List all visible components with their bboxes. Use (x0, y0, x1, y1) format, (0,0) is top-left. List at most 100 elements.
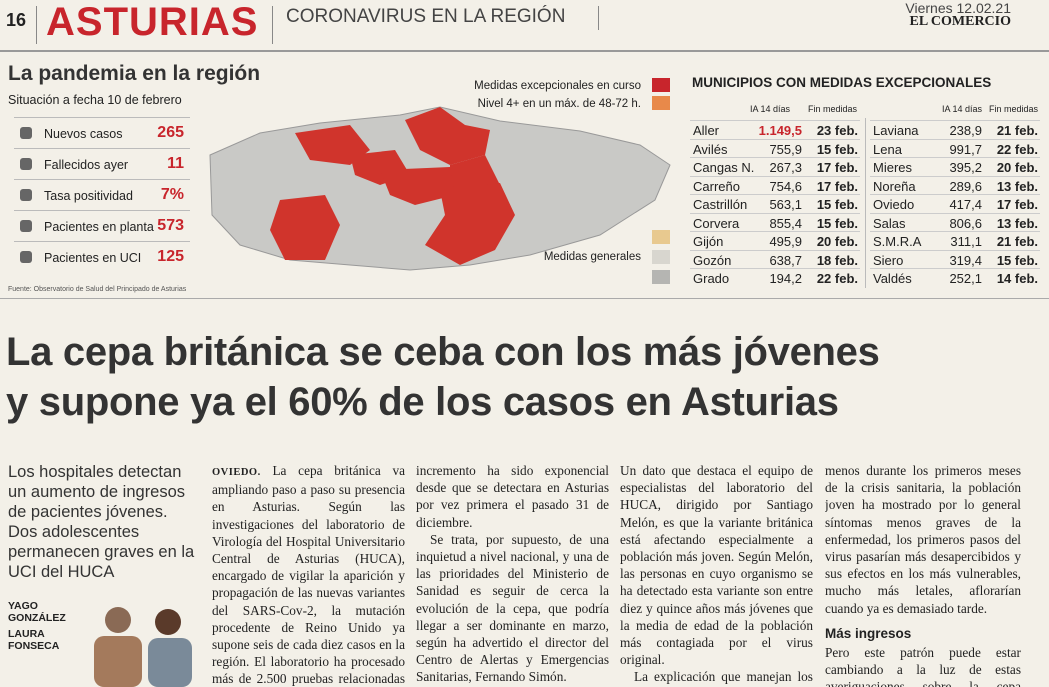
table-row: Noreña 289,6 13 feb. (870, 175, 1040, 195)
municipality: Gozón (693, 252, 732, 268)
topic: CORONAVIRUS EN LA REGIÓN (286, 6, 566, 27)
end-date: 14 feb. (996, 271, 1038, 286)
table-row: Cangas N. 267,3 17 feb. (690, 157, 860, 176)
incidence: 194,2 (769, 271, 802, 286)
stat-value: 7% (160, 186, 184, 203)
separator (36, 6, 37, 44)
separator (865, 118, 866, 288)
author-photos (94, 607, 192, 687)
municipality: Corvera (693, 215, 740, 231)
municipality: Lena (873, 141, 902, 157)
incidence: 267,3 (769, 160, 802, 175)
table-header: IA 14 días (942, 104, 983, 114)
table-row: Carreño 754,6 17 feb. (690, 175, 860, 195)
end-date: 17 feb. (816, 160, 858, 175)
dateline: OVIEDO. (212, 467, 261, 478)
icon (20, 220, 32, 232)
municipality: Laviana (873, 123, 919, 138)
table-title: MUNICIPIOS CON MEDIDAS EXCEPCIONALES (692, 75, 992, 90)
table-header: Fin medidas (808, 104, 858, 114)
incidence: 638,7 (769, 252, 802, 268)
end-date: 22 feb. (816, 271, 858, 286)
subheading: Más ingresos (825, 625, 912, 641)
separator (272, 6, 273, 44)
paragraph: La cepa británica va ampliando paso a pa… (212, 463, 405, 687)
body-column: OVIEDO. La cepa británica va ampliando p… (212, 462, 405, 687)
table-row: Lena 991,7 22 feb. (870, 138, 1040, 158)
municipality: Siero (873, 252, 904, 268)
body-column: menos durante los primeros meses de la c… (825, 462, 1021, 687)
municipality: Carreño (693, 178, 740, 194)
paragraph: menos durante los primeros meses de la c… (825, 463, 1021, 616)
infographic-title: La pandemia en la región (8, 62, 261, 85)
legend-label: Medidas generales (543, 251, 641, 263)
legend-swatch (652, 230, 670, 244)
stat-label: Fallecidos ayer (44, 158, 129, 172)
table-row: Corvera 855,4 15 feb. (690, 212, 860, 232)
date: Viernes 12.02.21 (905, 0, 1011, 16)
municipality: Noreña (873, 178, 916, 194)
end-date: 18 feb. (816, 252, 858, 268)
paragraph: Un dato que destaca el equipo de especia… (620, 463, 813, 668)
map (209, 106, 671, 271)
table-row: Mieres 395,2 20 feb. (870, 157, 1040, 176)
end-date: 15 feb. (996, 252, 1038, 268)
end-date: 15 feb. (816, 197, 858, 212)
standfirst: Los hospitales detectan un aumento de in… (8, 463, 195, 581)
author: YAGO GONZÁLEZ (8, 600, 66, 624)
end-date: 13 feb. (996, 215, 1038, 231)
incidence: 563,1 (769, 197, 802, 212)
table-row: Laviana 238,9 21 feb. (870, 120, 1040, 139)
rule (0, 50, 1049, 52)
municipality: Castrillón (693, 197, 748, 212)
stat-label: Pacientes en planta (44, 220, 154, 234)
stat-label: Tasa positividad (44, 189, 133, 203)
table-row: Avilés 755,9 15 feb. (690, 138, 860, 158)
headline: La cepa británica se ceba con los más jó… (6, 330, 880, 374)
table-row: Gozón 638,7 18 feb. (690, 249, 860, 269)
paragraph: Pero este patrón puede estar cambiando a… (825, 645, 1021, 687)
municipality: Mieres (873, 160, 913, 175)
table-header: Fin medidas (989, 104, 1039, 114)
stat-row: Fallecidos ayer 11 (14, 148, 190, 180)
end-date: 15 feb. (816, 141, 858, 157)
section-title: ASTURIAS (46, 0, 259, 44)
icon (20, 189, 32, 201)
stat-row: Tasa positividad 7% (14, 179, 190, 211)
municipality: Grado (693, 271, 730, 286)
region-exceptional (405, 107, 490, 165)
author: LAURA FONSECA (8, 628, 60, 652)
incidence: 806,6 (949, 215, 982, 231)
end-date: 21 feb. (996, 123, 1038, 138)
source: Fuente: Observatorio de Salud del Princi… (8, 286, 187, 293)
municipality: Salas (873, 215, 906, 231)
incidence: 1.149,5 (758, 123, 802, 138)
incidence: 855,4 (769, 215, 802, 231)
incidence: 289,6 (949, 178, 982, 194)
table-row: Oviedo 417,4 17 feb. (870, 194, 1040, 213)
icon (20, 251, 32, 263)
stat-value: 11 (167, 155, 184, 172)
legend-swatch (652, 96, 670, 110)
separator (598, 6, 599, 30)
table-row: S.M.R.A 311,1 21 feb. (870, 231, 1040, 250)
paragraph: incremento ha sido exponencial desde que… (416, 463, 609, 530)
end-date: 23 feb. (816, 123, 858, 138)
incidence: 755,9 (769, 141, 802, 157)
legend-swatch (652, 250, 670, 264)
incidence: 495,9 (769, 234, 802, 249)
incidence: 252,1 (949, 271, 982, 286)
rule (0, 298, 1049, 299)
body-column: incremento ha sido exponencial desde que… (416, 462, 609, 687)
stat-value: 265 (157, 124, 184, 141)
paper-name: EL COMERCIO (909, 14, 1011, 29)
stat-label: Nuevos casos (44, 127, 123, 141)
region-exceptional (270, 195, 340, 260)
region-exceptional (425, 183, 515, 265)
municipality: Avilés (693, 141, 728, 157)
incidence: 754,6 (769, 178, 802, 194)
end-date: 20 feb. (816, 234, 858, 249)
legend-label: Medidas excepcionales en curso (474, 80, 641, 92)
end-date: 13 feb. (996, 178, 1038, 194)
municipality: Valdés (873, 271, 912, 286)
